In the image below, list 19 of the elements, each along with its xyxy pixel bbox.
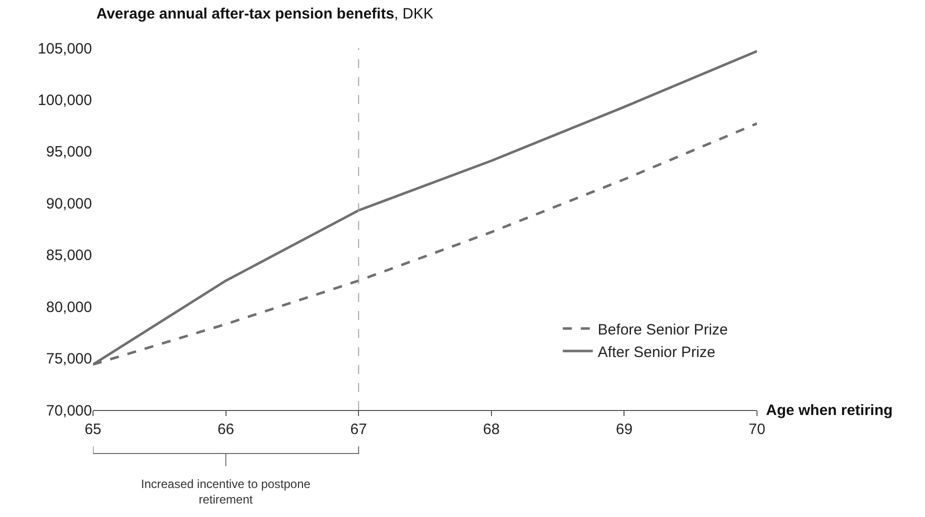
x-tick-label: 65 — [84, 421, 102, 438]
y-tick-label: 70,000 — [46, 402, 92, 420]
y-tick-label: 95,000 — [46, 144, 92, 161]
legend-label: Before Senior Prize — [598, 321, 728, 338]
x-tick-label: 67 — [350, 421, 367, 438]
y-tick-label: 105,000 — [38, 40, 92, 58]
x-axis-title: Age when retiring — [766, 402, 893, 419]
text: Increased incentive to postpone retirement — [141, 477, 311, 507]
y-tick-label: 100,000 — [38, 92, 92, 109]
x-tick-label: 69 — [616, 421, 633, 438]
y-tick-label: 80,000 — [46, 298, 92, 316]
chart-title: Average annual after-tax pension benefits, DKK — [96, 5, 434, 22]
y-tick-label: 90,000 — [46, 195, 92, 212]
y-tick-label: 75,000 — [46, 350, 92, 368]
x-tick-label: 70 — [748, 421, 766, 438]
y-tick-label: 85,000 — [46, 247, 92, 264]
x-tick-label: 68 — [483, 421, 500, 438]
x-tick-label: 66 — [217, 421, 234, 438]
legend-label: After Senior Prize — [598, 344, 716, 361]
